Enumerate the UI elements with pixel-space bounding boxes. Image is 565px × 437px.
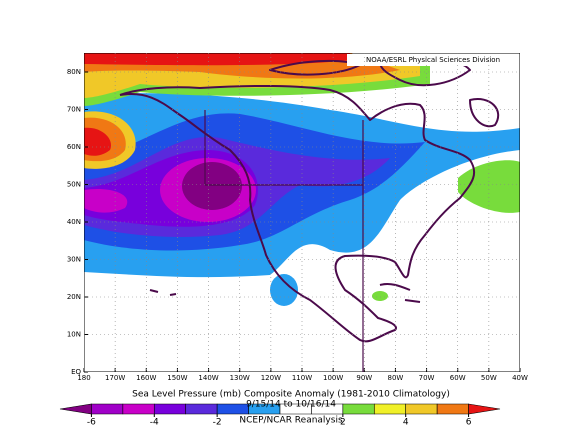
lat-label: 30N [67, 256, 81, 264]
lon-label: 80W [388, 374, 404, 382]
colorbar-swatch [185, 403, 218, 415]
anomaly-contour [270, 274, 298, 306]
lon-label: 70W [419, 374, 435, 382]
lat-label: 40N [67, 218, 81, 226]
lon-label: 50W [481, 374, 497, 382]
colorbar-label: 4 [403, 418, 409, 428]
colorbar-swatch [436, 403, 469, 415]
lon-label: 130W [230, 374, 250, 382]
anomaly-contour [182, 162, 242, 210]
lon-label: 90W [356, 374, 372, 382]
lon-label: 160W [136, 374, 156, 382]
colorbar-label: -2 [213, 418, 222, 428]
lat-label: 50N [67, 181, 81, 189]
lon-label: 110W [292, 374, 312, 382]
lon-label: 120W [261, 374, 281, 382]
lon-label: 140W [198, 374, 218, 382]
credit: NOAA/ESRL Physical Sciences Division [366, 56, 500, 64]
colorbar-swatch [342, 403, 375, 415]
anomaly-contour [372, 291, 388, 301]
colorbar: -6 -4 -2 2 4 6 [59, 403, 501, 428]
lat-label: 80N [67, 68, 81, 76]
colorbar-swatch [59, 403, 92, 415]
colorbar-label: 2 [340, 418, 346, 428]
caption-title: Sea Level Pressure (mb) Composite Anomal… [132, 390, 450, 400]
lon-label: 150W [167, 374, 187, 382]
lat-label: 20N [67, 293, 81, 301]
colorbar-label: -4 [150, 418, 159, 428]
colorbar-swatch [468, 403, 501, 415]
credit-box [347, 54, 519, 66]
colorbar-swatch [122, 403, 155, 415]
colorbar-swatch [153, 403, 187, 415]
colorbar-swatch [216, 403, 249, 415]
colorbar-swatch [91, 403, 124, 415]
lat-label: 60N [67, 143, 81, 151]
anomaly-contour [84, 127, 111, 156]
lat-axis: EQ 10N 20N 30N 40N 50N 60N 70N 80N [67, 68, 520, 376]
lon-label: 170W [105, 374, 125, 382]
lat-label: EQ [71, 368, 81, 376]
anomaly-contour [84, 188, 128, 213]
lon-label: 100W [323, 374, 343, 382]
coastline [119, 84, 476, 343]
lon-axis: 180 170W 160W 150W 140W 130W 120W 110W 100W 90W 80… [77, 53, 528, 382]
colorbar-label: -6 [87, 418, 96, 428]
lon-label: 60W [450, 374, 466, 382]
coastline [149, 282, 421, 303]
lon-label: 180 [77, 374, 90, 382]
caption-dates: 9/15/14 to 10/16/14 [246, 400, 336, 410]
caption-source: NCEP/NCAR Reanalysis [239, 416, 343, 426]
colorbar-label: 6 [466, 418, 472, 428]
map-field [84, 53, 520, 372]
lon-label: 40W [512, 374, 528, 382]
anomaly-contour [84, 53, 350, 66]
colorbar-swatch [373, 403, 407, 415]
lat-label: 10N [67, 331, 81, 339]
lat-label: 70N [67, 106, 81, 114]
colorbar-swatch [405, 403, 438, 415]
